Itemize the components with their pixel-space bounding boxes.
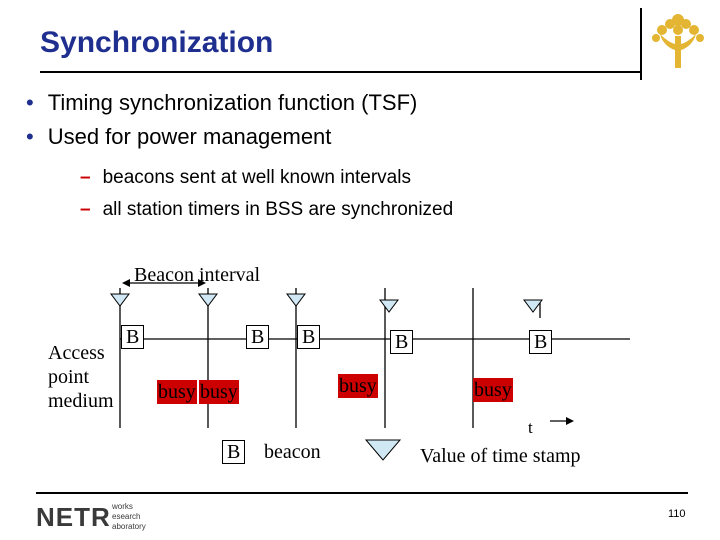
time-axis-label: t bbox=[528, 418, 533, 437]
legend-beacon-label: beacon bbox=[264, 441, 321, 463]
beacon-marker: B bbox=[246, 325, 270, 349]
medium-label-line: medium bbox=[48, 390, 114, 412]
beacon-marker: B bbox=[297, 325, 321, 349]
sub-bullet-text: beacons sent at well known intervals bbox=[102, 167, 411, 188]
sub-bullet-item: – all station timers in BSS are synchroni… bbox=[80, 199, 454, 220]
lab-logo-word: esearch bbox=[112, 512, 141, 521]
busy-block: busy bbox=[199, 380, 239, 404]
timestamp-marker bbox=[110, 293, 130, 307]
medium-label: Access point medium bbox=[48, 341, 114, 413]
bullet-text: Timing synchronization function (TSF) bbox=[47, 90, 418, 115]
footer-divider bbox=[36, 492, 688, 494]
busy-block: busy bbox=[473, 378, 513, 402]
lab-logo-letters: NETR bbox=[36, 502, 111, 532]
timestamp-marker bbox=[523, 299, 543, 313]
legend-timestamp-label: Value of time stamp bbox=[420, 445, 581, 467]
busy-block: busy bbox=[338, 374, 378, 398]
university-logo-icon bbox=[652, 14, 704, 68]
time-arrow-head bbox=[566, 417, 574, 425]
beacon-marker: B bbox=[390, 330, 414, 354]
legend-beacon-marker: B bbox=[222, 440, 246, 464]
bullet-item: • Used for power management bbox=[26, 124, 332, 149]
timestamp-marker bbox=[379, 299, 399, 313]
page-title: Synchronization bbox=[40, 26, 274, 59]
timestamp-marker bbox=[286, 293, 306, 307]
bullet-text: Used for power management bbox=[47, 124, 332, 149]
beacon-interval-label: Beacon interval bbox=[134, 264, 261, 286]
arrow-head-right bbox=[198, 279, 206, 287]
bullet-item: • Timing synchronization function (TSF) bbox=[26, 90, 418, 115]
beacon-marker: B bbox=[121, 325, 145, 349]
header-vertical-divider bbox=[640, 8, 642, 80]
lab-logo-words: works esearch aboratory bbox=[112, 502, 146, 532]
medium-label-line: Access bbox=[48, 342, 105, 364]
medium-label-line: point bbox=[48, 366, 90, 388]
sub-bullet-item: – beacons sent at well known intervals bbox=[80, 167, 411, 188]
busy-block: busy bbox=[157, 380, 197, 404]
title-divider bbox=[40, 71, 640, 73]
sub-bullet-text: all station timers in BSS are synchroniz… bbox=[102, 199, 454, 220]
legend-timestamp-marker bbox=[364, 439, 402, 461]
timestamp-marker bbox=[198, 293, 218, 307]
lab-logo-word: aboratory bbox=[112, 522, 146, 531]
arrow-head-left bbox=[122, 279, 130, 287]
page-number: 110 bbox=[668, 508, 686, 520]
lab-logo-word: works bbox=[112, 502, 133, 511]
lab-logo: NETR works esearch aboratory bbox=[36, 500, 156, 534]
beacon-marker: B bbox=[529, 330, 553, 354]
